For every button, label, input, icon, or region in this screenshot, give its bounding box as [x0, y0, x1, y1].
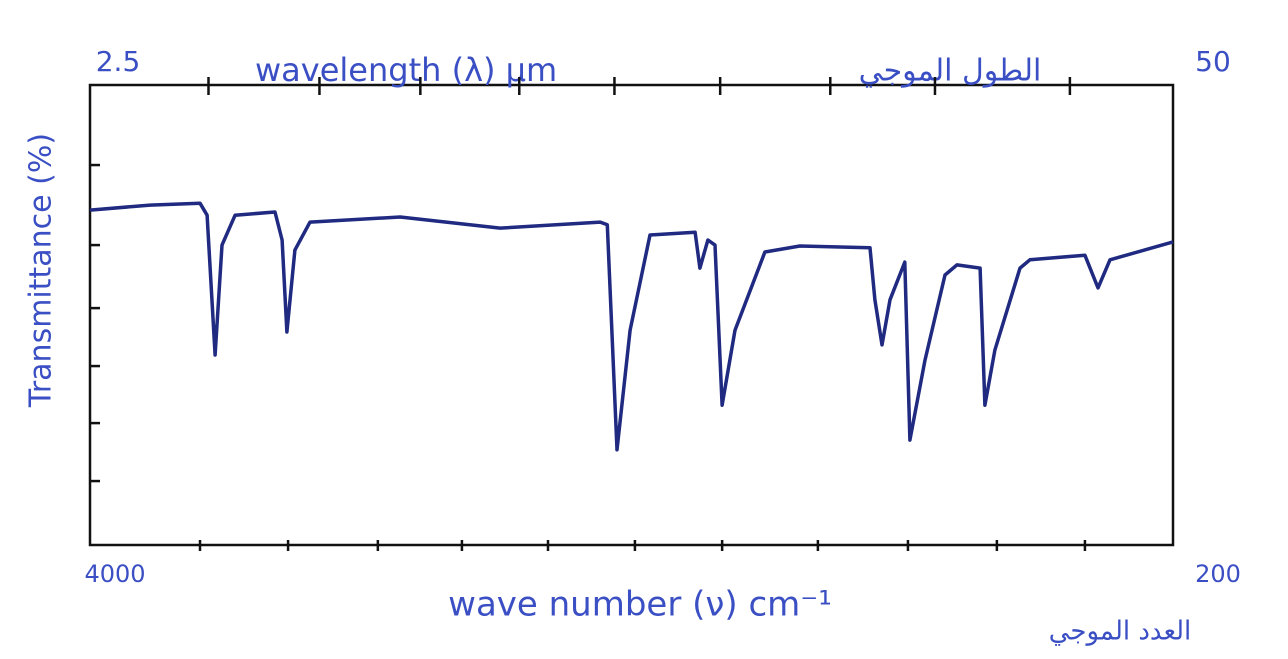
top-axis-label-arabic: الطول الموجي — [859, 54, 1042, 89]
x-tick-label: 4000 — [84, 560, 145, 588]
top-tick-label: 2.5 — [96, 45, 141, 78]
spectrum-line — [89, 201, 1174, 452]
y-axis-label: Transmittance (%) — [24, 133, 59, 408]
x-axis-label-arabic: العدد الموجي — [1049, 617, 1192, 647]
x-tick-label: 200 — [1195, 560, 1241, 588]
x-axis-label: wave number (ν) cm⁻¹ — [448, 585, 832, 625]
top-axis-label: wavelength (λ) μm — [255, 51, 557, 89]
plot-frame — [88, 83, 1175, 547]
top-tick-label: 50 — [1195, 45, 1231, 78]
